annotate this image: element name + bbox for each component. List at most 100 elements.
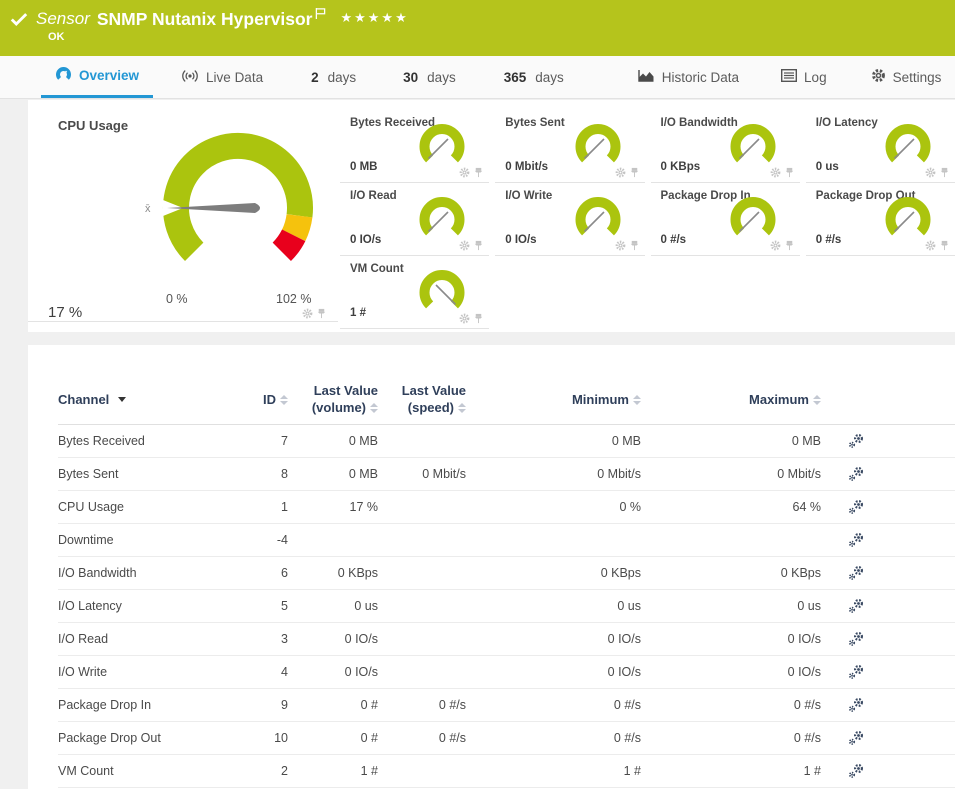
- gauge-title: Bytes Received: [350, 117, 436, 129]
- tab-365-days[interactable]: 365 days: [504, 56, 564, 98]
- gauge-value: 0 KBps: [660, 161, 701, 173]
- table-row[interactable]: Package Drop Out 10 0 # 0 #/s 0 #/s 0 #/…: [58, 722, 955, 755]
- tab-historic-data[interactable]: Historic Data: [637, 56, 739, 98]
- table-row[interactable]: CPU Usage 1 17 % 0 % 64 %: [58, 491, 955, 524]
- gear-icon[interactable]: [925, 167, 936, 178]
- flag-icon[interactable]: [315, 7, 326, 25]
- pin-icon[interactable]: [940, 167, 949, 178]
- pin-icon[interactable]: [785, 240, 794, 251]
- table-row[interactable]: VM Count 2 1 # 1 # 1 #: [58, 755, 955, 788]
- column-header-minimum[interactable]: Minimum: [466, 392, 641, 407]
- channel-name: CPU Usage: [58, 500, 124, 514]
- gear-icon: [871, 68, 886, 86]
- edit-cogs-icon[interactable]: [848, 598, 865, 614]
- tab-live-data[interactable]: Live Data: [181, 56, 263, 98]
- gear-icon[interactable]: [615, 240, 626, 251]
- sort-icon: [813, 394, 821, 405]
- sort-icon: [370, 402, 378, 413]
- column-header-last-value-volume[interactable]: Last Value (volume): [311, 383, 378, 415]
- gauge-value: 0 IO/s: [505, 234, 537, 246]
- channel-name: Bytes Sent: [58, 467, 119, 481]
- table-row[interactable]: Bytes Sent 8 0 MB 0 Mbit/s 0 Mbit/s 0 Mb…: [58, 458, 955, 491]
- table-row[interactable]: I/O Latency 5 0 us 0 us 0 us: [58, 590, 955, 623]
- sort-icon: [280, 394, 288, 405]
- tab-label: Live Data: [206, 69, 264, 85]
- tab-bar: Overview Live Data 2 days 30 days 365 da…: [0, 56, 955, 99]
- edit-cogs-icon[interactable]: [848, 664, 865, 680]
- edit-cogs-icon[interactable]: [848, 631, 865, 647]
- gear-icon[interactable]: [925, 240, 936, 251]
- gauge-title: CPU Usage: [58, 118, 129, 133]
- tab-label: days: [427, 69, 456, 85]
- pin-icon[interactable]: [630, 240, 639, 251]
- sort-icon: [633, 394, 641, 405]
- table-row[interactable]: Package Drop In 9 0 # 0 #/s 0 #/s 0 #/s: [58, 689, 955, 722]
- gauge-dial: [885, 124, 931, 163]
- status-badge: OK: [48, 31, 65, 43]
- gauge-dial: [730, 124, 776, 163]
- channel-name: I/O Bandwidth: [58, 566, 137, 580]
- star-rating[interactable]: ★★★★★: [340, 10, 409, 25]
- tab-number: 30: [403, 69, 419, 85]
- table-row[interactable]: Bytes Received 7 0 MB 0 MB 0 MB: [58, 425, 955, 458]
- table-row[interactable]: Downtime -4: [58, 524, 955, 557]
- table-row[interactable]: I/O Bandwidth 6 0 KBps 0 KBps 0 KBps: [58, 557, 955, 590]
- gear-icon[interactable]: [770, 167, 781, 178]
- gear-icon[interactable]: [302, 308, 313, 319]
- column-header-id[interactable]: ID: [243, 392, 288, 407]
- column-header-last-value-speed[interactable]: Last Value (speed): [401, 383, 466, 415]
- gauge-dial: [419, 124, 465, 163]
- tab-label: days: [535, 69, 564, 85]
- table-row[interactable]: I/O Read 3 0 IO/s 0 IO/s 0 IO/s: [58, 623, 955, 656]
- table-row[interactable]: I/O Write 4 0 IO/s 0 IO/s 0 IO/s: [58, 656, 955, 689]
- edit-cogs-icon[interactable]: [848, 730, 865, 746]
- gauge-dial: [575, 124, 620, 163]
- edit-cogs-icon[interactable]: [848, 532, 865, 548]
- pin-icon[interactable]: [785, 167, 794, 178]
- gear-icon[interactable]: [770, 240, 781, 251]
- pin-icon[interactable]: [317, 308, 326, 319]
- column-header-maximum[interactable]: Maximum: [641, 392, 821, 407]
- gauge-scale-max: 102 %: [276, 292, 312, 306]
- gauge-value: 0 #/s: [660, 234, 687, 246]
- edit-cogs-icon[interactable]: [848, 565, 865, 581]
- edit-cogs-icon[interactable]: [848, 433, 865, 449]
- pin-icon[interactable]: [940, 240, 949, 251]
- edit-cogs-icon[interactable]: [848, 466, 865, 482]
- gear-icon[interactable]: [459, 240, 470, 251]
- pin-icon[interactable]: [630, 167, 639, 178]
- edit-cogs-icon[interactable]: [848, 697, 865, 713]
- pin-icon[interactable]: [474, 240, 483, 251]
- column-header-channel[interactable]: Channel: [58, 392, 243, 407]
- edit-cogs-icon[interactable]: [848, 499, 865, 515]
- channel-name: I/O Read: [58, 632, 109, 646]
- tab-2-days[interactable]: 2 days: [311, 56, 356, 98]
- gauge-icon: [55, 66, 72, 86]
- gauge-title: I/O Read: [350, 190, 397, 202]
- pin-icon[interactable]: [474, 313, 483, 324]
- sort-icon: [458, 402, 466, 413]
- pin-icon[interactable]: [474, 167, 483, 178]
- gauge-tile-io-read: I/O Read 0 IO/s: [340, 183, 490, 256]
- tab-settings[interactable]: Settings: [871, 56, 941, 98]
- tab-overview[interactable]: Overview: [41, 56, 154, 98]
- gauge-needle: [167, 203, 260, 213]
- tab-label: Log: [804, 69, 827, 85]
- live-data-icon: [181, 68, 199, 87]
- gear-icon[interactable]: [459, 313, 470, 324]
- gear-icon[interactable]: [615, 167, 626, 178]
- gauge-value: 0 MB: [350, 161, 378, 173]
- channel-name: Package Drop Out: [58, 731, 161, 745]
- tab-30-days[interactable]: 30 days: [403, 56, 456, 98]
- tab-log[interactable]: Log: [781, 56, 827, 98]
- gauge-needle: [428, 211, 449, 233]
- edit-cogs-icon[interactable]: [848, 763, 865, 779]
- gauge-value: 0 Mbit/s: [505, 161, 549, 173]
- gear-icon[interactable]: [459, 167, 470, 178]
- gauge-tile-vm-count: VM Count 1 #: [340, 256, 490, 329]
- check-icon: [10, 12, 28, 32]
- gauge-dial: [419, 197, 465, 236]
- gauge-needle: [428, 138, 449, 160]
- overview-gauges-panel: CPU Usage x̄ 0 % 102 % 17 % Bytes Receiv…: [28, 100, 955, 332]
- channel-table: Channel ID Last Value (volume) Last Va: [58, 375, 955, 788]
